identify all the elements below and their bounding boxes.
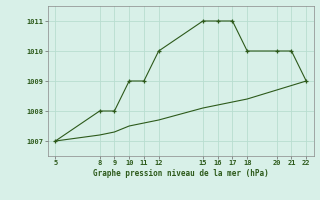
X-axis label: Graphe pression niveau de la mer (hPa): Graphe pression niveau de la mer (hPa): [93, 169, 269, 178]
